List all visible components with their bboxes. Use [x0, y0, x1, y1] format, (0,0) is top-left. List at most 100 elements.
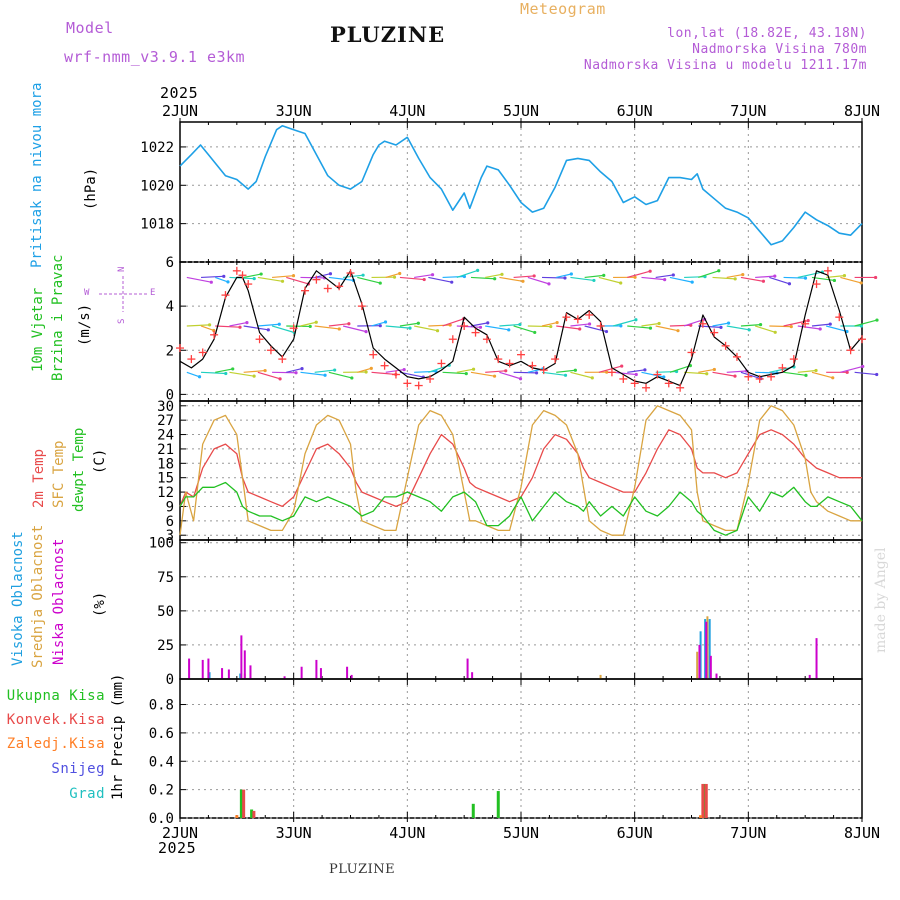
wind-arrow: [755, 371, 778, 374]
temperature-ytick-label: 30: [157, 399, 174, 415]
temp-line-2: [179, 481, 863, 536]
wind-arrow-head: [634, 318, 638, 322]
wind-arrow: [641, 276, 665, 281]
cloud-bar: [698, 644, 701, 679]
temperature-ytick-label: 27: [157, 413, 174, 429]
temperature-ytick-label: 12: [157, 485, 174, 501]
wind-arrow: [783, 276, 806, 279]
wind-arrow: [257, 323, 280, 327]
cloud-bar: [704, 619, 707, 679]
pressure-ytick-label: 1018: [140, 217, 174, 233]
wind-arrow-head: [224, 371, 228, 376]
wind-arrow-head: [587, 322, 592, 326]
sfc-temp-label: SFC Temp: [51, 440, 67, 508]
wind-arrow-head: [492, 374, 497, 378]
wind-arrow: [300, 321, 317, 327]
wind-arrow: [470, 322, 488, 327]
cloud-unit: (%): [92, 591, 108, 617]
wind-arrow-head: [476, 268, 480, 272]
precip-bar: [701, 783, 705, 818]
wind-arrow: [754, 325, 776, 333]
pressure-frame: [179, 121, 863, 263]
wind-arrow: [215, 325, 241, 328]
wind-arrow-head: [563, 373, 568, 377]
wind-arrow: [229, 371, 255, 377]
wind-arrow-head: [478, 325, 483, 329]
top-day-label: 4JUN: [389, 102, 425, 120]
bottom-day-label: 8JUN: [844, 824, 880, 842]
temperature-ytick-label: 3: [166, 528, 174, 544]
wind-arrow: [243, 273, 262, 279]
wind-arrow-head: [364, 330, 368, 334]
compass-w: W: [84, 288, 90, 298]
wind-arrow-head: [726, 321, 731, 325]
wind-arrow: [556, 369, 576, 373]
wind-arrow: [797, 369, 817, 373]
credit-label: made by Angel: [873, 547, 889, 654]
wind-arrow: [698, 325, 722, 328]
wind-arrow: [740, 276, 764, 282]
wind-arrow-head: [231, 367, 235, 371]
wind-arrow-head: [534, 371, 539, 375]
legend-grad: Grad: [69, 786, 105, 802]
wind-arrow: [684, 371, 707, 375]
cloud-bar: [300, 666, 303, 679]
wind-arrow: [712, 276, 736, 280]
wind-arrow-head: [238, 325, 242, 329]
wind-arrow: [584, 274, 604, 279]
dewpt-label: dewpt Temp: [71, 427, 87, 512]
bottom-day-label: 4JUN: [389, 824, 425, 842]
wind-arrow: [598, 365, 622, 373]
wind-arrow-head: [747, 328, 751, 332]
wind-arrow-head: [500, 272, 504, 276]
wind-arrow: [769, 325, 792, 328]
precip-bar: [242, 789, 246, 818]
wind-arrow: [641, 371, 664, 378]
wind-arrow-head: [733, 277, 737, 281]
wind-arrow: [570, 276, 595, 282]
wind-arrow-head: [590, 376, 594, 380]
wind-arrow-head: [222, 274, 226, 278]
wind-arrow: [186, 371, 200, 378]
wind-arrow: [229, 276, 255, 280]
wind-arrow-head: [471, 367, 476, 371]
precipitation-ytick-label: 0.2: [149, 783, 174, 799]
cloud-low-label: Niska Oblacnost: [51, 538, 67, 665]
wind-arrow-head: [604, 329, 609, 334]
wind-arrow-head: [717, 269, 721, 273]
wind-arrow-head: [733, 374, 737, 378]
wind-arrow-head: [408, 326, 412, 330]
wind-arrow-head: [486, 321, 490, 325]
cloud-bar: [315, 659, 318, 679]
wind-arrow: [286, 276, 309, 285]
wind-arrow: [385, 325, 411, 329]
wind-arrow-head: [602, 273, 606, 277]
cloud-bar: [708, 619, 711, 679]
wind-arrow: [513, 325, 535, 333]
wind-arrow-head: [300, 366, 304, 371]
wind-arrow: [726, 325, 750, 331]
model-name: wrf-nmm_v3.9.1 e3km: [64, 48, 246, 66]
precipitation-frame: [179, 678, 863, 819]
wind-arrow-head: [619, 324, 623, 328]
wind-arrow: [357, 276, 381, 284]
wind-arrow-head: [592, 278, 596, 283]
wind-arrow-head: [814, 368, 818, 373]
cloud-bar: [471, 672, 474, 679]
wind-arrow-head: [845, 329, 849, 334]
bottom-day-label: 6JUN: [617, 824, 653, 842]
wind-arrow-head: [619, 281, 623, 285]
wind-arrow: [854, 319, 878, 327]
wind-arrow-head: [634, 372, 638, 377]
top-day-label: 2JUN: [162, 102, 198, 120]
wind-arrow-head: [573, 368, 577, 372]
temp-line-1: [179, 405, 862, 536]
cloud-bar: [239, 673, 242, 679]
wind-arrow-head: [507, 328, 511, 332]
legend-snow: Snijeg: [51, 761, 105, 777]
wind-arrow-head: [643, 368, 647, 372]
wind-arrow-head: [648, 326, 653, 330]
wind-arrow-head: [547, 282, 551, 286]
wind-arrow: [399, 371, 424, 378]
wind-arrow: [627, 270, 651, 279]
